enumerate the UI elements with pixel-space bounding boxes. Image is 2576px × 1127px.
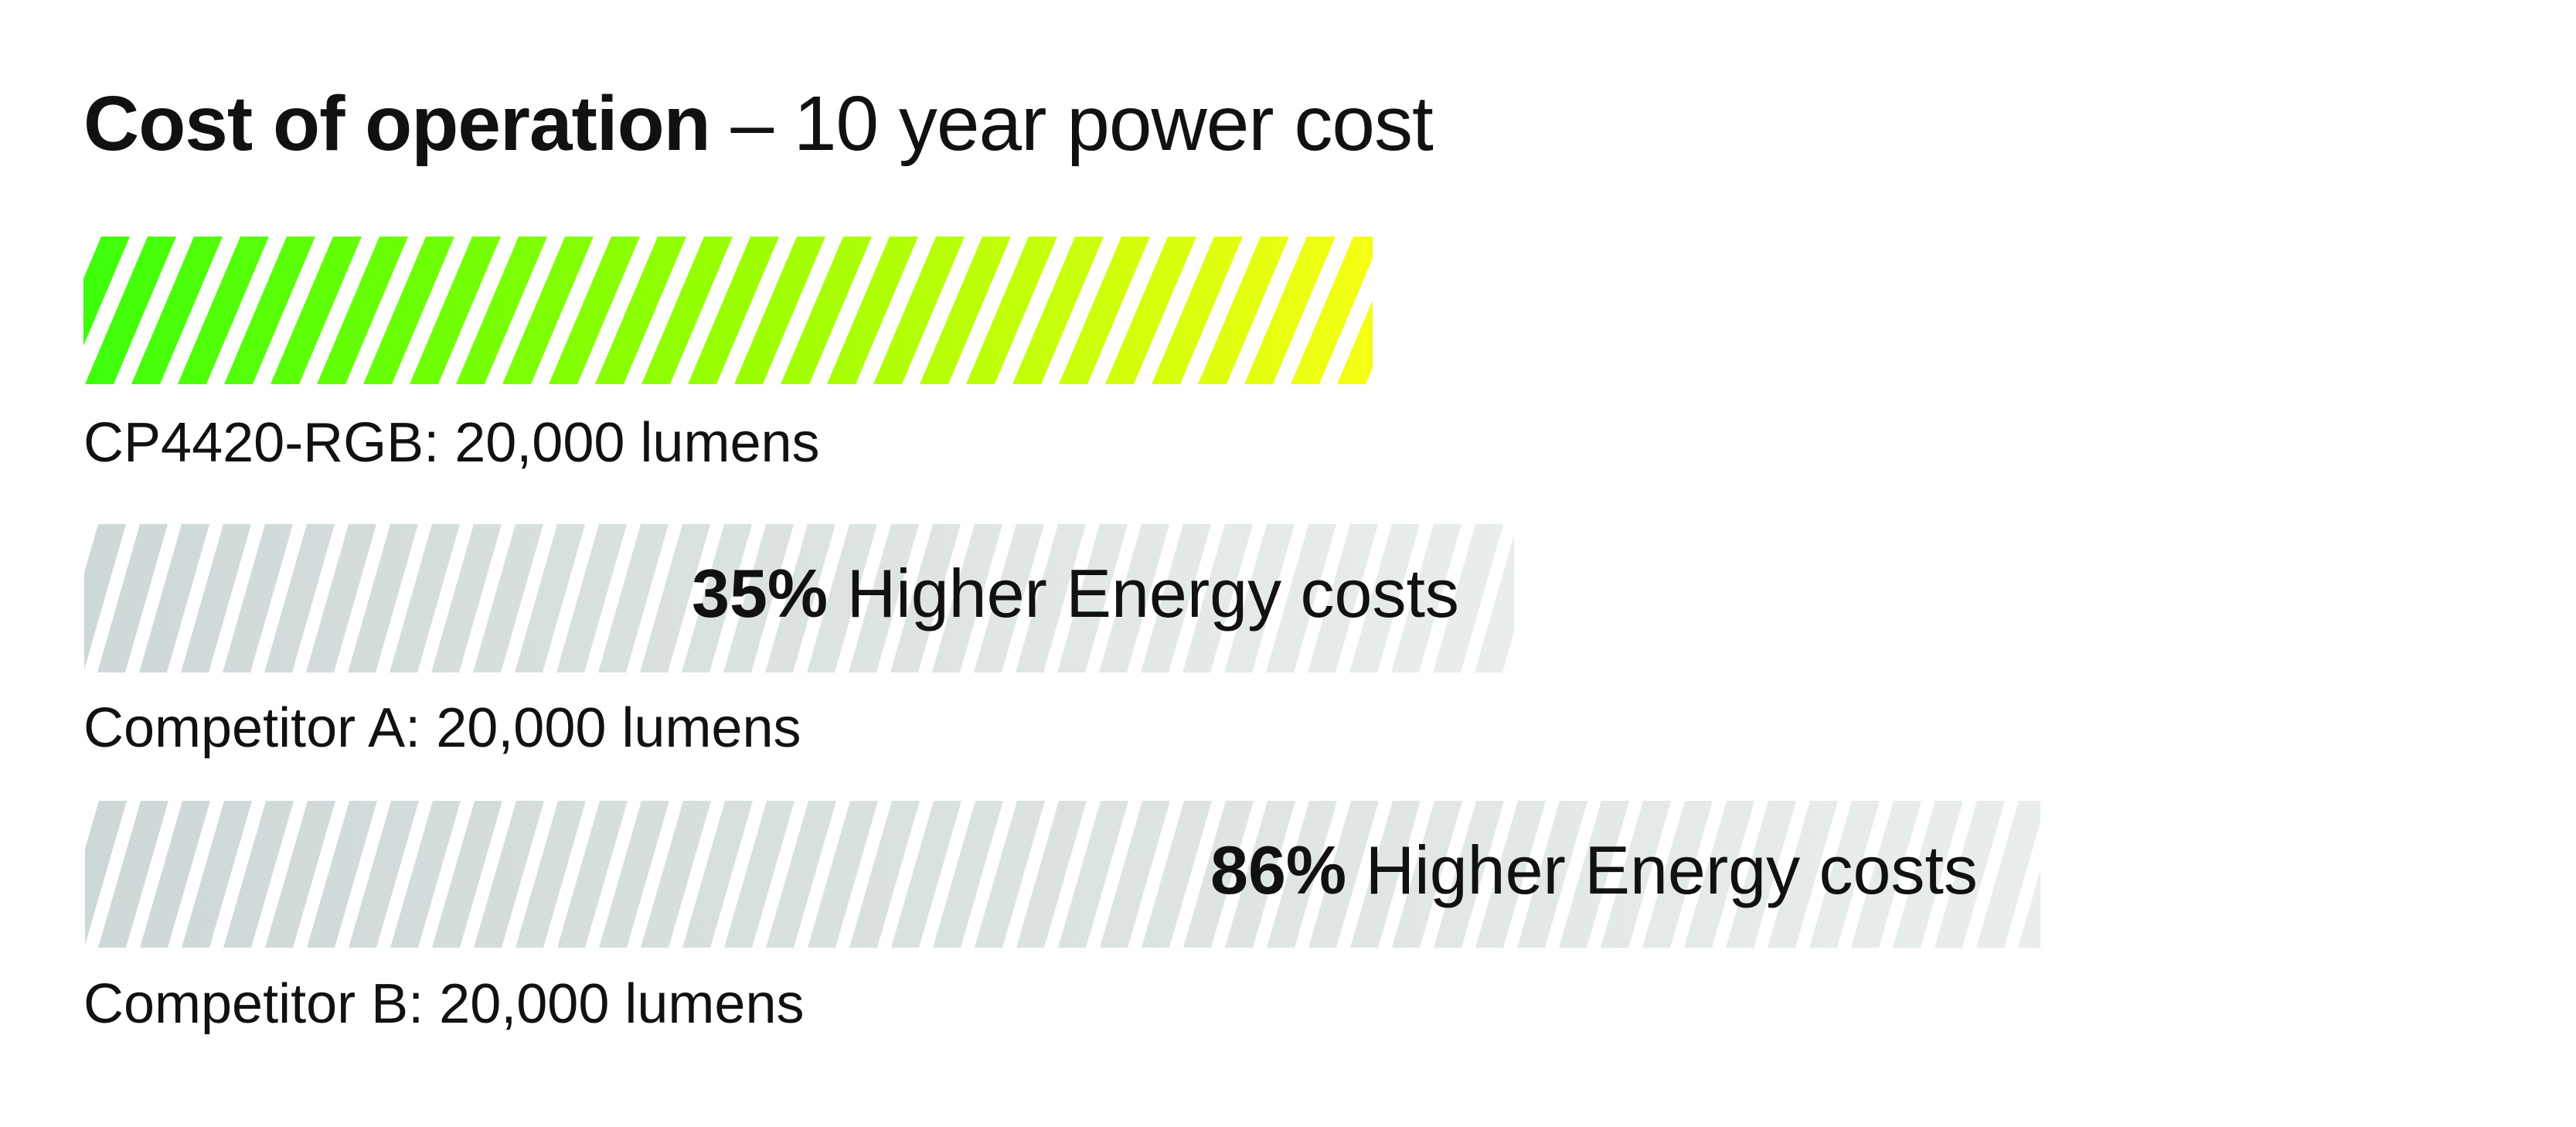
bar-label-competitor-b: Competitor B: 20,000 lumens (83, 973, 805, 1035)
striped-bar-fill (83, 237, 1373, 384)
striped-bar-fill (84, 524, 1514, 672)
bar-competitor-b: 86% Higher Energy costs (85, 801, 2040, 948)
callout-percent: 86% (1210, 832, 1347, 908)
bar-cp4420-rgb (83, 237, 1373, 384)
callout-competitor-a: 35% Higher Energy costs (692, 555, 1459, 632)
bar-label-competitor-a: Competitor A: 20,000 lumens (83, 697, 801, 759)
callout-text: Higher Energy costs (828, 555, 1459, 632)
bar-label-cp4420-rgb: CP4420-RGB: 20,000 lumens (83, 412, 820, 474)
chart-title-bold: Cost of operation (83, 80, 711, 167)
bar-competitor-a: 35% Higher Energy costs (84, 524, 1514, 672)
striped-bar-fill (85, 801, 2040, 948)
callout-competitor-b: 86% Higher Energy costs (1210, 832, 1978, 909)
callout-percent: 35% (692, 555, 829, 632)
chart-title: Cost of operation – 10 year power cost (83, 77, 1434, 170)
chart-title-subtitle: – 10 year power cost (710, 80, 1434, 167)
callout-text: Higher Energy costs (1346, 832, 1978, 908)
